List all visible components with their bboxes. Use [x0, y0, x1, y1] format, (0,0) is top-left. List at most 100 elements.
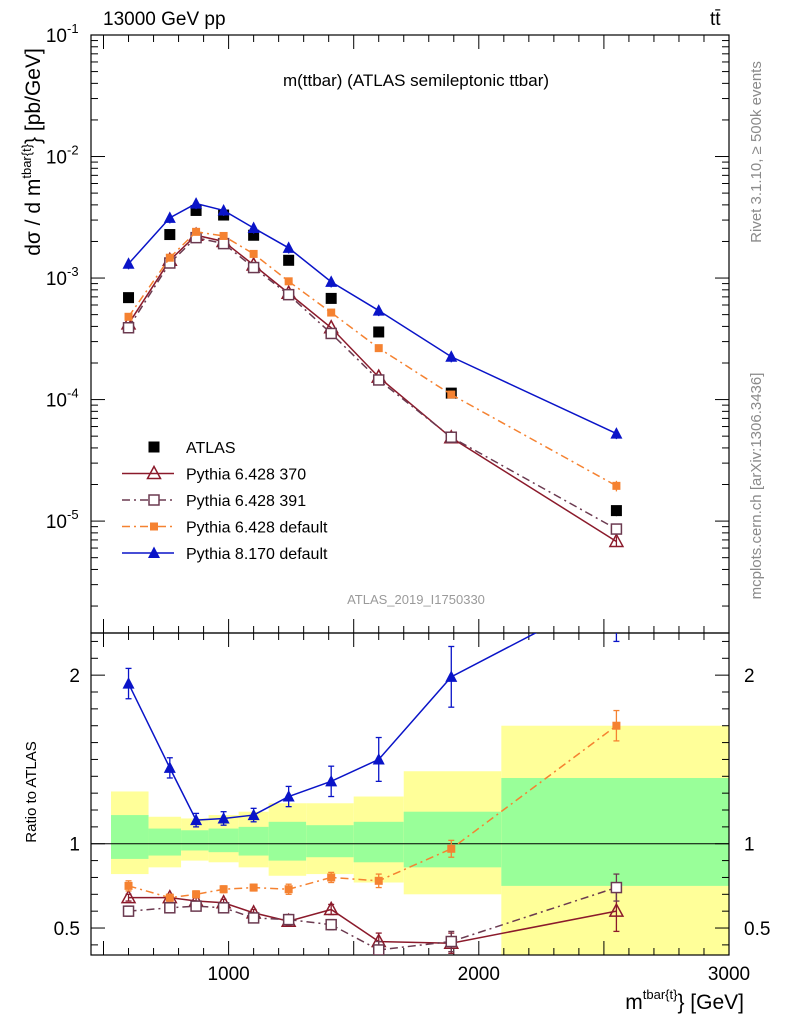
ratio-y-tick-label-right: 0.5 — [744, 919, 770, 940]
data-point — [612, 481, 621, 490]
x-axis-label-sup: tbar{t} — [643, 987, 678, 1002]
legend-item-pythia-8-170-default: Pythia 8.170 default — [122, 546, 328, 563]
legend-label: Pythia 6.428 370 — [186, 467, 306, 484]
ratio-point — [124, 881, 133, 890]
data-point — [190, 204, 202, 216]
data-point — [122, 321, 135, 334]
x-tick-label: 2000 — [458, 964, 500, 985]
ratio-point — [610, 584, 622, 596]
plot-title: m(ttbar) (ATLAS semileptonic ttbar) — [283, 71, 549, 90]
ratio-series-pythia-6-428-default — [124, 709, 621, 902]
data-point — [610, 505, 622, 517]
y-tick-exponent: -2 — [67, 143, 79, 158]
legend-marker — [148, 494, 160, 506]
ratio-band-green — [501, 777, 729, 886]
data-point — [164, 229, 176, 241]
ratio-point — [374, 876, 383, 885]
ratio-y-tick-label-right: 2 — [744, 666, 755, 687]
legend-item-pythia-6-428-default: Pythia 6.428 default — [122, 520, 328, 537]
data-point — [122, 257, 135, 269]
ratio-point — [610, 881, 623, 894]
ratio-point — [247, 912, 260, 924]
data-point — [249, 249, 258, 258]
x-axis-label: mtbar{t}} [GeV] — [625, 987, 744, 1014]
ratio-point — [163, 761, 176, 773]
data-point — [219, 231, 228, 240]
ratio-band-green — [148, 828, 182, 856]
main-plot-frame — [90, 34, 730, 634]
data-point — [610, 427, 623, 439]
data-point — [247, 221, 260, 234]
ratio-band-green — [181, 830, 209, 851]
legend-label: Pythia 6.428 391 — [186, 493, 306, 510]
ratio-point — [608, 902, 625, 917]
x-tick-label: 3000 — [708, 964, 750, 985]
ratio-point — [372, 944, 385, 955]
ratio-band-green — [208, 828, 239, 853]
data-point — [445, 350, 458, 362]
ratio-point — [372, 752, 385, 765]
data-point — [327, 308, 336, 317]
data-point — [374, 344, 383, 353]
data-point — [372, 374, 385, 386]
series-line — [127, 236, 617, 530]
main-y-axis-label-main: dσ / d m — [22, 179, 45, 256]
data-point — [282, 288, 295, 301]
ratio-line — [127, 633, 538, 821]
beam-label: 13000 GeV pp — [103, 9, 226, 30]
data-point — [217, 237, 230, 250]
ratio-band-green — [268, 821, 307, 861]
ratio-point — [282, 913, 295, 926]
rivet-version-label: Rivet 3.1.10, ≥ 500k events — [748, 61, 765, 243]
ratio-point — [284, 885, 293, 894]
data-point — [447, 390, 456, 399]
data-point — [608, 532, 625, 548]
data-point — [373, 326, 385, 338]
ratio-point — [325, 918, 337, 931]
y-tick-exponent: -5 — [67, 507, 79, 522]
data-point — [217, 203, 230, 216]
ratio-uncertainty-bands — [111, 725, 729, 955]
ratio-point — [217, 811, 230, 824]
ratio-point — [192, 890, 201, 899]
data-point — [123, 292, 135, 304]
data-point — [247, 261, 260, 274]
ratio-y-tick-label-left: 2 — [69, 666, 80, 687]
ratio-point — [445, 670, 458, 682]
legend-marker — [148, 546, 160, 558]
ratio-y-axis-label: Ratio to ATLAS — [23, 741, 40, 842]
data-point — [283, 254, 295, 266]
data-point — [165, 253, 174, 262]
ratio-point — [249, 883, 258, 892]
ratio-band-green — [403, 811, 502, 868]
series-pythia-6-428-391 — [122, 231, 623, 535]
data-point — [325, 275, 338, 287]
series-pythia-6-428-default — [124, 227, 621, 492]
ratio-point — [165, 893, 174, 902]
process-label: tt̄ — [710, 9, 721, 30]
ratio-line — [128, 886, 617, 951]
legend-marker — [146, 464, 162, 480]
main-series-layer — [120, 197, 625, 548]
data-point — [282, 241, 295, 253]
ratio-point — [190, 813, 203, 826]
ratio-series-pythia-8-170-default — [122, 584, 622, 828]
y-tick-exponent: -1 — [67, 21, 79, 36]
ratio-point — [327, 873, 336, 882]
legend-marker — [148, 441, 160, 453]
ratio-point — [323, 900, 339, 916]
ratio-point — [612, 721, 621, 730]
legend-item-pythia-6-428-391: Pythia 6.428 391 — [122, 493, 306, 510]
ratio-y-tick-label-right: 1 — [744, 835, 755, 856]
analysis-id-label: ATLAS_2019_I1750330 — [347, 592, 485, 607]
legend: ATLAS Pythia 6.428 370 Pythia 6.428 391 Pyt… — [122, 440, 328, 563]
ratio-point — [325, 774, 338, 787]
data-point — [325, 292, 337, 304]
ratio-plot-frame — [90, 632, 730, 956]
legend-label: Pythia 8.170 default — [186, 546, 328, 563]
ratio-point — [122, 677, 135, 689]
y-tick-label: 10 — [46, 391, 67, 412]
ratio-point — [190, 900, 202, 912]
ratio-point — [122, 905, 135, 917]
